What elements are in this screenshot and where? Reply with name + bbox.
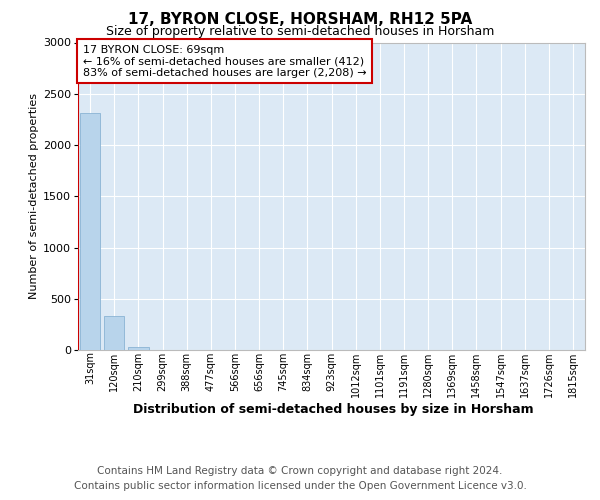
Bar — [80, 113, 100, 350]
Text: 17, BYRON CLOSE, HORSHAM, RH12 5PA: 17, BYRON CLOSE, HORSHAM, RH12 5PA — [128, 12, 472, 28]
Bar — [128, 347, 149, 350]
Text: Contains public sector information licensed under the Open Government Licence v3: Contains public sector information licen… — [74, 481, 526, 491]
Text: 17 BYRON CLOSE: 69sqm
← 16% of semi-detached houses are smaller (412)
83% of sem: 17 BYRON CLOSE: 69sqm ← 16% of semi-deta… — [83, 44, 367, 78]
Bar — [104, 316, 124, 350]
Text: Size of property relative to semi-detached houses in Horsham: Size of property relative to semi-detach… — [106, 25, 494, 38]
Text: Contains HM Land Registry data © Crown copyright and database right 2024.: Contains HM Land Registry data © Crown c… — [97, 466, 503, 476]
Y-axis label: Number of semi-detached properties: Number of semi-detached properties — [29, 93, 39, 299]
Text: Distribution of semi-detached houses by size in Horsham: Distribution of semi-detached houses by … — [133, 402, 533, 415]
